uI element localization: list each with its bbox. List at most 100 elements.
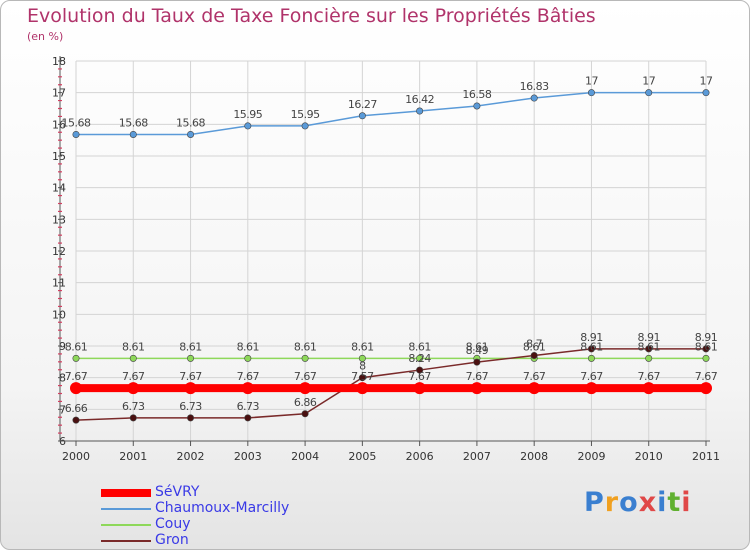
data-label: 15.68 [62,116,91,129]
data-point [702,354,710,362]
data-label: 15.68 [176,116,205,129]
data-point [72,416,80,424]
data-point [301,354,309,362]
data-label: 8.61 [65,340,88,353]
data-label: 8.61 [466,340,489,353]
logo-letter: t [667,487,682,518]
data-point [416,366,424,374]
data-label: 8.61 [637,340,660,353]
data-point [587,89,595,97]
data-point [645,89,653,97]
data-label: 8.49 [466,344,489,357]
data-label: 7.67 [179,370,202,383]
data-label: 7.67 [65,370,88,383]
data-point [642,382,655,395]
legend-swatch [101,540,151,542]
data-label: 16.42 [405,93,434,106]
x-tick-label: 2007 [463,450,491,463]
y-tick-label: 7 [59,403,66,416]
data-point [358,374,366,382]
data-label: 8.61 [523,340,546,353]
data-label: 7.67 [237,370,260,383]
data-label: 8.61 [580,340,603,353]
data-label: 15.95 [291,108,320,121]
data-point [530,94,538,102]
legend-label: Couy [155,516,191,532]
series-line [75,348,707,421]
data-point [244,414,252,422]
data-label: 16.58 [462,88,491,101]
data-label: 6.73 [237,400,260,413]
data-label: 8.61 [294,340,317,353]
data-label: 7.57 [351,370,374,383]
data-point [301,410,309,418]
logo-letter: x [638,487,658,518]
data-label: 8.61 [237,340,260,353]
data-point [413,382,426,395]
data-point [702,345,710,353]
data-label: 6.66 [65,402,88,415]
data-label: 8.61 [695,340,718,353]
data-label: 7.67 [122,370,145,383]
data-label: 8.91 [580,331,603,344]
data-label: 17 [585,75,598,88]
x-tick-label: 2005 [348,450,376,463]
data-point [70,382,82,395]
data-point [129,130,137,138]
legend-label: Gron [155,532,189,548]
x-tick-label: 2000 [62,450,90,463]
x-tick-label: 2009 [577,450,605,463]
data-label: 15.95 [233,108,262,121]
data-label: 8.61 [122,340,145,353]
data-point [700,382,712,395]
data-label: 6.86 [294,396,317,409]
data-label: 6.73 [179,400,202,413]
data-label: 8.91 [637,331,660,344]
data-label: 8.7 [526,338,542,351]
data-label: 7.67 [637,370,660,383]
data-point [358,112,366,120]
data-point [299,382,312,395]
data-label: 7.67 [466,370,489,383]
data-point [470,382,483,395]
logo-letter: i [681,487,692,518]
data-label: 6.73 [122,400,145,413]
data-label: 17 [642,75,655,88]
x-tick-label: 2010 [635,450,663,463]
data-point [702,89,710,97]
data-point [72,354,80,362]
data-point [528,382,541,395]
x-tick-label: 2008 [520,450,548,463]
data-point [585,382,598,395]
legend-swatch [101,489,151,497]
logo-letter: P [584,487,605,518]
data-point [241,382,254,395]
logo-letter: r [604,487,620,518]
data-point [416,107,424,115]
data-point [473,102,481,110]
data-label: 8.61 [351,340,374,353]
data-point [301,122,309,130]
data-label: 7.67 [695,370,718,383]
data-label: 7.67 [523,370,546,383]
data-point [530,351,538,359]
chart-title: Evolution du Taux de Taxe Foncière sur l… [27,5,596,27]
data-label: 15.68 [119,116,148,129]
data-point [127,382,140,395]
data-point [587,354,595,362]
x-tick-label: 2006 [406,450,434,463]
data-label: 16.83 [520,80,549,93]
data-label: 7.67 [294,370,317,383]
data-point [244,122,252,130]
data-label: 8.61 [408,340,431,353]
y-tick-label: 8 [59,372,66,385]
data-point [358,354,366,362]
data-point [187,130,195,138]
x-tick-label: 2011 [692,450,720,463]
data-label: 17 [700,75,713,88]
x-tick-label: 2001 [119,450,147,463]
legend-swatch [101,508,151,510]
data-label: 8 [359,360,366,373]
